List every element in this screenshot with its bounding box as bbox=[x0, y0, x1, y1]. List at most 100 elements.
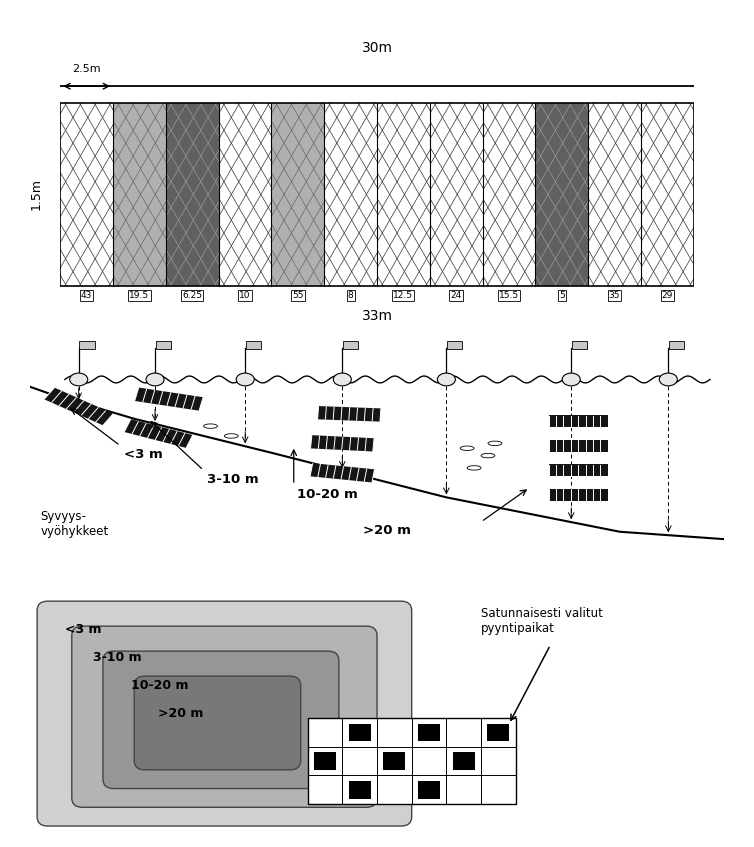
FancyBboxPatch shape bbox=[669, 340, 685, 348]
Bar bbox=[483, 102, 535, 286]
Text: 5: 5 bbox=[559, 291, 565, 300]
FancyBboxPatch shape bbox=[134, 676, 301, 770]
Bar bbox=[412, 747, 446, 776]
Bar bbox=[308, 776, 342, 804]
Bar bbox=[342, 747, 377, 776]
FancyBboxPatch shape bbox=[447, 340, 462, 348]
Bar bbox=[60, 102, 694, 286]
Bar bbox=[135, 388, 203, 411]
Ellipse shape bbox=[460, 446, 474, 451]
Bar bbox=[308, 747, 342, 776]
Bar bbox=[481, 747, 516, 776]
FancyBboxPatch shape bbox=[103, 651, 339, 789]
Circle shape bbox=[437, 373, 455, 386]
Circle shape bbox=[333, 373, 351, 386]
Text: 2.5m: 2.5m bbox=[72, 64, 101, 75]
Bar bbox=[342, 776, 377, 804]
Bar bbox=[549, 440, 608, 452]
Bar bbox=[446, 747, 481, 776]
Bar bbox=[314, 752, 336, 770]
Bar bbox=[549, 489, 608, 501]
Text: 24: 24 bbox=[451, 291, 461, 300]
Text: 6.25: 6.25 bbox=[182, 291, 202, 300]
Bar bbox=[348, 723, 371, 741]
Circle shape bbox=[146, 373, 164, 386]
Text: 10-20 m: 10-20 m bbox=[297, 488, 358, 501]
Ellipse shape bbox=[204, 424, 217, 429]
Text: <3 m: <3 m bbox=[65, 623, 101, 636]
Text: 10: 10 bbox=[239, 291, 251, 300]
Bar bbox=[324, 102, 377, 286]
Ellipse shape bbox=[467, 466, 481, 470]
Bar bbox=[487, 723, 510, 741]
Bar bbox=[641, 102, 694, 286]
Bar bbox=[308, 718, 516, 804]
Text: 43: 43 bbox=[81, 291, 93, 300]
FancyBboxPatch shape bbox=[156, 340, 171, 348]
Bar bbox=[377, 747, 412, 776]
Bar bbox=[377, 102, 430, 286]
Bar bbox=[124, 419, 193, 448]
Bar bbox=[446, 718, 481, 747]
Bar bbox=[317, 406, 381, 422]
Bar bbox=[549, 464, 608, 477]
Ellipse shape bbox=[488, 441, 502, 446]
FancyBboxPatch shape bbox=[37, 601, 412, 826]
FancyBboxPatch shape bbox=[79, 340, 95, 348]
Bar bbox=[377, 718, 412, 747]
Circle shape bbox=[562, 373, 581, 386]
Bar bbox=[60, 102, 113, 286]
Text: 19.5: 19.5 bbox=[130, 291, 149, 300]
Text: 30m: 30m bbox=[361, 42, 393, 55]
Text: 15.5: 15.5 bbox=[499, 291, 519, 300]
Bar bbox=[446, 776, 481, 804]
Text: 3-10 m: 3-10 m bbox=[93, 650, 141, 664]
Bar bbox=[535, 102, 588, 286]
Bar bbox=[412, 718, 446, 747]
Text: 10-20 m: 10-20 m bbox=[130, 679, 188, 692]
Bar bbox=[412, 776, 446, 804]
Bar bbox=[481, 776, 516, 804]
Text: 29: 29 bbox=[661, 291, 673, 300]
Text: 8: 8 bbox=[348, 291, 354, 300]
Text: >20 m: >20 m bbox=[363, 524, 411, 537]
Text: 33m: 33m bbox=[361, 309, 393, 324]
Bar bbox=[481, 718, 516, 747]
Bar bbox=[311, 435, 374, 451]
Circle shape bbox=[236, 373, 254, 386]
FancyBboxPatch shape bbox=[246, 340, 261, 348]
Bar bbox=[166, 102, 219, 286]
Text: Syvyys-
vyöhykkeet: Syvyys- vyöhykkeet bbox=[41, 510, 109, 538]
Text: 1.5m: 1.5m bbox=[30, 179, 43, 210]
FancyBboxPatch shape bbox=[343, 340, 358, 348]
FancyBboxPatch shape bbox=[72, 626, 377, 807]
Bar bbox=[271, 102, 324, 286]
Text: >20 m: >20 m bbox=[158, 707, 204, 720]
Text: <3 m: <3 m bbox=[124, 448, 163, 462]
Ellipse shape bbox=[481, 453, 495, 458]
Bar bbox=[44, 388, 113, 425]
FancyBboxPatch shape bbox=[572, 340, 587, 348]
Bar bbox=[430, 102, 483, 286]
Ellipse shape bbox=[225, 434, 238, 438]
Bar bbox=[377, 776, 412, 804]
Text: 12.5: 12.5 bbox=[394, 291, 413, 300]
Bar bbox=[219, 102, 271, 286]
Bar bbox=[418, 723, 440, 741]
Text: 35: 35 bbox=[608, 291, 621, 300]
Bar bbox=[452, 752, 475, 770]
Text: Satunnaisesti valitut
pyyntipaikat: Satunnaisesti valitut pyyntipaikat bbox=[481, 607, 603, 635]
Bar bbox=[342, 718, 377, 747]
Text: 55: 55 bbox=[292, 291, 304, 300]
Bar bbox=[310, 463, 375, 483]
Bar bbox=[113, 102, 166, 286]
Bar bbox=[308, 718, 342, 747]
Bar bbox=[348, 781, 371, 799]
Text: 3-10 m: 3-10 m bbox=[207, 473, 259, 486]
Circle shape bbox=[659, 373, 677, 386]
Bar bbox=[549, 415, 608, 428]
Bar bbox=[418, 781, 440, 799]
Bar bbox=[588, 102, 641, 286]
Bar bbox=[383, 752, 406, 770]
Circle shape bbox=[69, 373, 87, 386]
